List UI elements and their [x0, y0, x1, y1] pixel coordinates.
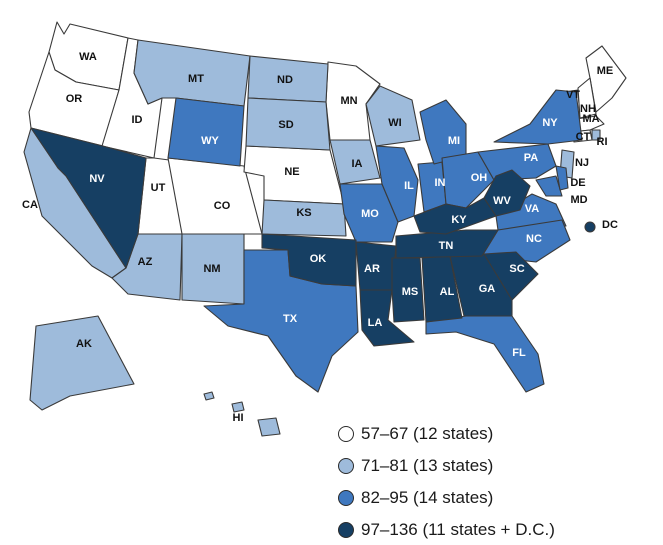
state-label-il: IL	[404, 180, 414, 192]
state-label-fl: FL	[512, 347, 526, 359]
state-label-al: AL	[440, 286, 455, 298]
state-fl	[425, 315, 545, 393]
state-sc	[483, 251, 539, 301]
state-nh	[577, 77, 597, 119]
state-sd	[245, 97, 331, 151]
state-label-co: CO	[214, 200, 231, 212]
state-label-ms: MS	[402, 286, 419, 298]
state-label-wv: WV	[493, 195, 511, 207]
state-label-ok: OK	[310, 253, 327, 265]
state-label-ca: CA	[22, 199, 38, 211]
state-label-ut: UT	[151, 182, 166, 194]
legend-label-tier2: 71–81 (13 states)	[361, 456, 494, 475]
state-ks	[261, 199, 347, 237]
state-label-vt: VT	[566, 89, 580, 101]
state-ny	[493, 89, 583, 145]
state-label-ny: NY	[542, 117, 558, 129]
state-de	[555, 165, 569, 191]
state-label-la: LA	[368, 317, 383, 329]
legend-swatch-tier3	[338, 490, 354, 506]
state-wy	[167, 97, 245, 167]
state-label-dc: DC	[602, 219, 618, 231]
state-dc	[584, 221, 596, 233]
state-label-ks: KS	[296, 207, 311, 219]
legend-label-tier1: 57–67 (12 states)	[361, 424, 494, 443]
state-label-tx: TX	[283, 313, 298, 325]
state-label-va: VA	[525, 203, 540, 215]
state-label-nj: NJ	[575, 157, 589, 169]
state-label-nc: NC	[526, 233, 542, 245]
state-label-ak: AK	[76, 338, 92, 350]
state-label-md: MD	[570, 194, 587, 206]
state-label-tn: TN	[439, 240, 454, 252]
state-label-nm: NM	[203, 263, 220, 275]
legend-swatch-tier1	[338, 426, 354, 442]
state-label-wa: WA	[79, 51, 97, 63]
state-label-ga: GA	[479, 283, 496, 295]
state-nv	[30, 127, 147, 269]
state-wi	[365, 85, 421, 147]
state-label-or: OR	[66, 93, 83, 105]
state-label-oh: OH	[471, 172, 488, 184]
legend-item-tier3: 82–95 (14 states)	[338, 482, 555, 514]
state-label-ia: IA	[352, 158, 363, 170]
state-ak	[29, 315, 135, 411]
state-label-mi: MI	[448, 135, 460, 147]
state-mt	[133, 39, 251, 107]
state-label-mo: MO	[361, 208, 379, 220]
legend-item-tier1: 57–67 (12 states)	[338, 418, 555, 450]
state-pa	[477, 143, 557, 181]
state-label-hi: HI	[233, 412, 244, 424]
state-label-ne: NE	[284, 166, 299, 178]
state-wv	[483, 169, 531, 217]
state-label-wi: WI	[388, 117, 401, 129]
state-label-ky: KY	[451, 214, 467, 226]
legend-item-tier4: 97–136 (11 states + D.C.)	[338, 514, 555, 545]
state-ia	[329, 139, 381, 185]
state-mi	[419, 99, 467, 165]
state-ri	[591, 129, 601, 141]
state-md	[535, 175, 563, 197]
state-label-az: AZ	[138, 256, 153, 268]
state-label-id: ID	[132, 114, 143, 126]
state-label-wy: WY	[201, 135, 219, 147]
state-oh	[441, 151, 495, 209]
state-label-sc: SC	[509, 263, 524, 275]
legend-item-tier2: 71–81 (13 states)	[338, 450, 555, 482]
legend-label-tier3: 82–95 (14 states)	[361, 488, 494, 507]
state-label-nv: NV	[89, 173, 105, 185]
legend-label-tier4: 97–136 (11 states + D.C.)	[361, 520, 555, 539]
state-label-sd: SD	[278, 119, 293, 131]
state-label-pa: PA	[524, 152, 539, 164]
legend-swatch-tier2	[338, 458, 354, 474]
state-va	[495, 193, 567, 231]
state-label-nh: NH	[580, 103, 596, 115]
state-label-nd: ND	[277, 74, 293, 86]
state-label-ri: RI	[597, 136, 608, 148]
state-label-me: ME	[597, 65, 614, 77]
state-label-de: DE	[570, 177, 585, 189]
legend-swatch-tier4	[338, 522, 354, 538]
state-label-mt: MT	[188, 73, 204, 85]
state-hi	[203, 391, 281, 437]
state-label-ar: AR	[364, 263, 380, 275]
state-label-in: IN	[435, 177, 446, 189]
state-label-ma: MA	[582, 113, 599, 125]
legend: 57–67 (12 states) 71–81 (13 states) 82–9…	[338, 418, 555, 545]
state-label-ct: CT	[576, 131, 591, 143]
state-label-mn: MN	[340, 95, 357, 107]
